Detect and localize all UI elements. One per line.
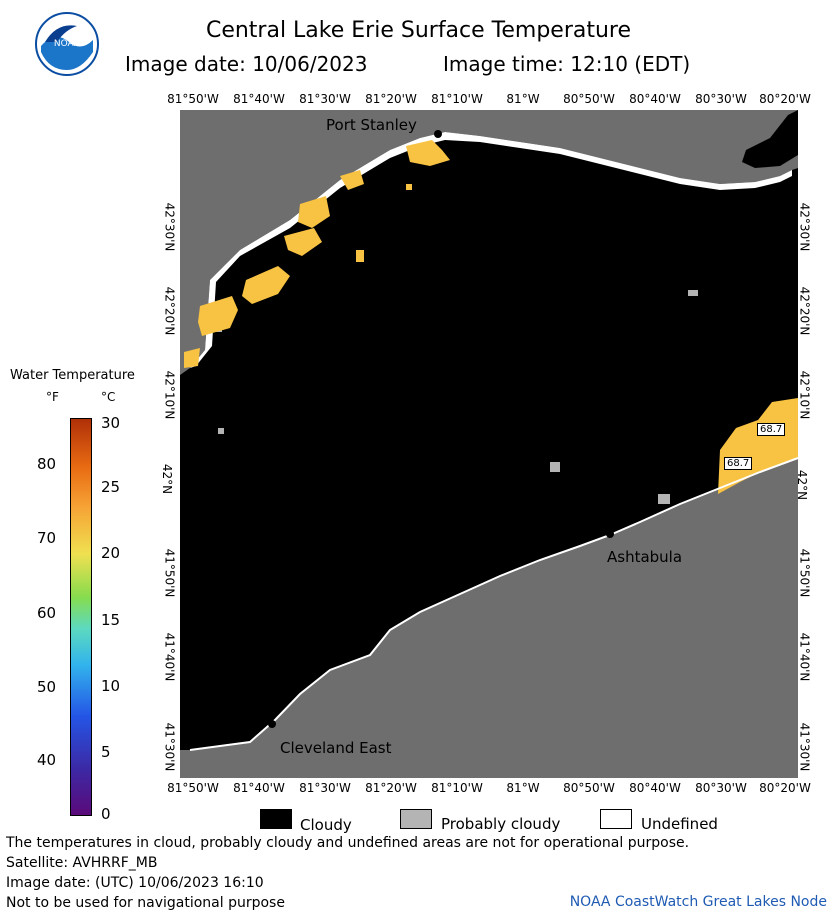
ashtabula-marker (606, 530, 614, 538)
undefined-strip-south (189, 457, 799, 751)
key-probably-cloudy-swatch (400, 809, 432, 829)
f-tick: 70 (37, 529, 57, 547)
lat-label-right: 42°10'N (797, 370, 812, 420)
c-tick: 20 (101, 544, 121, 562)
lat-label-left: 42°30'N (162, 202, 177, 252)
port-stanley-marker (434, 130, 442, 138)
f-tick: 80 (37, 455, 57, 473)
lat-label-left: 42°N (160, 463, 175, 495)
lat-label-left: 41°30'N (162, 722, 177, 772)
c-tick: 0 (101, 805, 111, 823)
f-tick: 40 (37, 751, 57, 769)
probably-cloudy-patch (658, 494, 670, 504)
lake-map (180, 110, 799, 778)
lon-label-top: 81°40'W (233, 92, 285, 106)
lon-label-bottom: 80°20'W (759, 781, 811, 795)
footer-credit: NOAA CoastWatch Great Lakes Node (569, 894, 827, 910)
probably-cloudy-patch (218, 428, 224, 434)
warm-water-patch (284, 228, 322, 256)
lon-label-bottom: 80°40'W (629, 781, 681, 795)
lake-cloud-area (180, 132, 798, 750)
lon-label-top: 80°40'W (629, 92, 681, 106)
key-probably-cloudy-label: Probably cloudy (441, 815, 561, 833)
c-tick: 5 (101, 743, 111, 761)
lat-label-right: 41°50'N (797, 548, 812, 598)
lat-label-right: 42°20'N (797, 286, 812, 336)
lon-label-bottom: 81°50'W (167, 781, 219, 795)
key-cloudy-label: Cloudy (300, 816, 352, 834)
c-tick: 15 (101, 611, 121, 629)
warm-water-patch (242, 266, 290, 304)
label-port-stanley: Port Stanley (326, 116, 417, 134)
page-title: Central Lake Erie Surface Temperature (205, 18, 632, 43)
lon-label-top: 81°30'W (299, 92, 351, 106)
lon-label-bottom: 81°40'W (233, 781, 285, 795)
lon-label-top: 81°50'W (167, 92, 219, 106)
warm-water-patch (406, 140, 450, 166)
lat-label-left: 41°50'N (162, 548, 177, 598)
warm-water-patch (198, 296, 238, 336)
lon-label-top: 80°20'W (759, 92, 811, 106)
key-undefined-label: Undefined (641, 815, 718, 833)
warm-water-patch (340, 170, 364, 190)
lon-label-bottom: 80°50'W (563, 781, 615, 795)
warm-water-patch-se (718, 398, 798, 494)
lat-label-right: 41°40'N (797, 632, 812, 682)
c-tick: 25 (101, 478, 121, 496)
lon-label-top: 81°W (506, 92, 540, 106)
lon-label-bottom: 81°20'W (365, 781, 417, 795)
svg-text:NOAA: NOAA (54, 39, 81, 49)
lat-label-left: 42°10'N (162, 370, 177, 420)
lat-label-right: 41°30'N (797, 722, 812, 772)
lon-label-bottom: 81°W (506, 781, 540, 795)
temperature-tag: 68.7 (724, 457, 753, 470)
lon-label-top: 81°20'W (365, 92, 417, 106)
key-undefined-swatch (600, 809, 632, 829)
warm-water-patch (406, 184, 412, 190)
label-ashtabula: Ashtabula (607, 548, 683, 566)
legend-unit-c: °C (101, 390, 116, 404)
image-time-label: Image time: 12:10 (EDT) (443, 52, 691, 76)
lon-label-bottom: 81°10'W (431, 781, 483, 795)
footer-satellite: Satellite: AVHRRF_MB (6, 855, 158, 871)
lat-label-right: 42°30'N (797, 202, 812, 252)
key-cloudy-swatch (260, 809, 292, 829)
lon-label-bottom: 80°30'W (695, 781, 747, 795)
lon-label-top: 80°30'W (695, 92, 747, 106)
temperature-tag: 68.7 (757, 423, 786, 436)
noaa-logo: NOAA (35, 12, 99, 76)
legend-title: Water Temperature (10, 368, 135, 383)
warm-water-patch (298, 196, 330, 228)
footer-utc-date: Image date: (UTC) 10/06/2023 16:10 (6, 875, 264, 891)
legend-unit-f: °F (46, 390, 59, 404)
lat-label-left: 41°40'N (162, 632, 177, 682)
lon-label-top: 81°10'W (431, 92, 483, 106)
c-tick: 30 (101, 414, 121, 432)
image-date-label: Image date: 10/06/2023 (125, 52, 368, 76)
warm-water-patch (356, 250, 364, 262)
footer-note: The temperatures in cloud, probably clou… (6, 835, 690, 851)
cloud-block-ne (742, 110, 798, 168)
lon-label-bottom: 81°30'W (299, 781, 351, 795)
cleveland-marker (268, 720, 276, 728)
label-cleveland-east: Cleveland East (280, 739, 392, 757)
lat-label-left: 42°20'N (162, 286, 177, 336)
probably-cloudy-patch (550, 462, 560, 472)
c-tick: 10 (101, 677, 121, 695)
footer-nav-warning: Not to be used for navigational purpose (6, 895, 285, 911)
warm-water-patch (184, 348, 200, 368)
lon-label-top: 80°50'W (563, 92, 615, 106)
probably-cloudy-patch (688, 290, 698, 296)
f-tick: 50 (37, 678, 57, 696)
f-tick: 60 (37, 604, 57, 622)
temperature-colorbar (70, 418, 92, 816)
